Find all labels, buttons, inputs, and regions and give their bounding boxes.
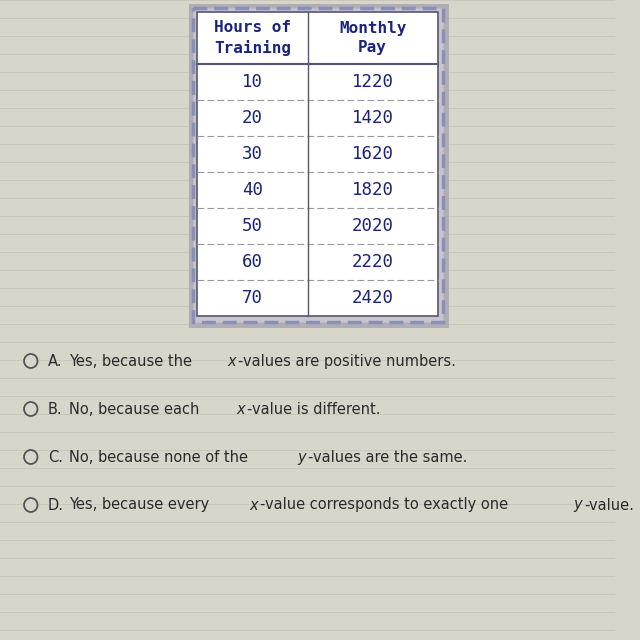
Text: 10: 10 <box>242 73 263 91</box>
Text: D.: D. <box>48 497 64 513</box>
Text: x: x <box>228 353 236 369</box>
Text: No, because each: No, because each <box>69 401 204 417</box>
Text: C.: C. <box>48 449 63 465</box>
Text: 20: 20 <box>242 109 263 127</box>
Text: y: y <box>297 449 306 465</box>
Bar <box>193 8 444 322</box>
Circle shape <box>24 354 38 368</box>
Text: -value corresponds to exactly one: -value corresponds to exactly one <box>260 497 513 513</box>
Text: 1420: 1420 <box>351 109 394 127</box>
Bar <box>189 4 449 328</box>
Text: 1220: 1220 <box>351 73 394 91</box>
Text: 60: 60 <box>242 253 263 271</box>
Text: 1820: 1820 <box>351 181 394 199</box>
Circle shape <box>24 498 38 512</box>
Text: No, because none of the: No, because none of the <box>69 449 253 465</box>
Bar <box>197 12 438 316</box>
Text: 50: 50 <box>242 217 263 235</box>
Text: 70: 70 <box>242 289 263 307</box>
Text: x: x <box>249 497 258 513</box>
Text: 2420: 2420 <box>351 289 394 307</box>
Text: x: x <box>237 401 245 417</box>
Text: 30: 30 <box>242 145 263 163</box>
Text: 1620: 1620 <box>351 145 394 163</box>
Text: Monthly
Pay: Monthly Pay <box>339 20 406 56</box>
Text: Hours of
Training: Hours of Training <box>214 20 291 56</box>
Text: y: y <box>573 497 582 513</box>
Text: -values are the same.: -values are the same. <box>308 449 467 465</box>
Text: -value.: -value. <box>584 497 634 513</box>
Text: Yes, because the: Yes, because the <box>69 353 197 369</box>
Text: Yes, because every: Yes, because every <box>69 497 214 513</box>
Circle shape <box>24 450 38 464</box>
Text: -values are positive numbers.: -values are positive numbers. <box>238 353 456 369</box>
Circle shape <box>24 402 38 416</box>
Text: A.: A. <box>48 353 63 369</box>
Text: 40: 40 <box>242 181 263 199</box>
Text: -value is different.: -value is different. <box>248 401 381 417</box>
Text: B.: B. <box>48 401 63 417</box>
Text: 2220: 2220 <box>351 253 394 271</box>
Text: 2020: 2020 <box>351 217 394 235</box>
